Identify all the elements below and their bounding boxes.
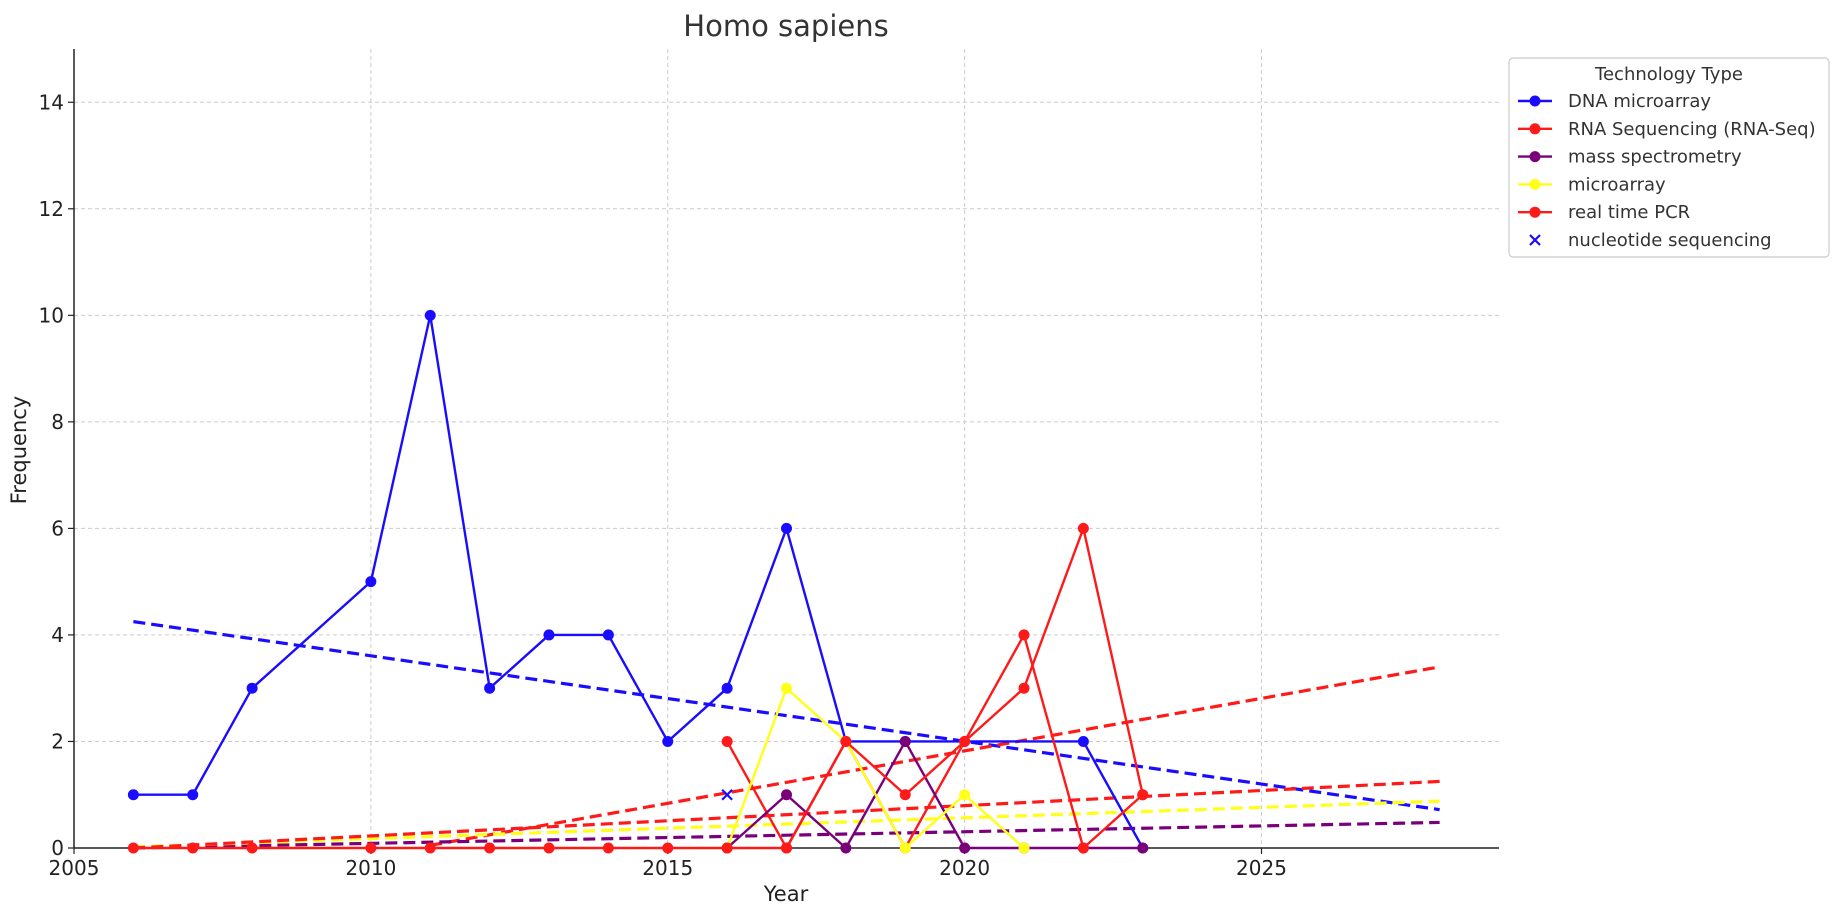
data-point bbox=[959, 735, 971, 747]
legend-marker-swatch bbox=[1529, 123, 1541, 135]
data-point bbox=[899, 735, 911, 747]
legend-label: mass spectrometry bbox=[1568, 147, 1742, 168]
x-tick-label: 2015 bbox=[642, 856, 693, 880]
data-point bbox=[959, 842, 971, 854]
data-point bbox=[187, 789, 199, 801]
legend-item-4: real time PCR bbox=[1518, 202, 1690, 223]
y-tick-label: 10 bbox=[39, 303, 64, 327]
legend-label: DNA microarray bbox=[1568, 91, 1711, 112]
data-point bbox=[543, 842, 555, 854]
legend-marker-swatch bbox=[1529, 95, 1541, 107]
series-line-0 bbox=[133, 314, 1144, 849]
axis-labels: Homo sapiens Year Frequency bbox=[7, 9, 889, 906]
x-marker-stroke bbox=[721, 788, 733, 801]
data-point bbox=[484, 682, 496, 694]
data-point bbox=[662, 842, 674, 854]
data-point bbox=[127, 842, 139, 854]
data-point bbox=[424, 842, 436, 854]
legend-label: nucleotide sequencing bbox=[1568, 230, 1772, 251]
data-point bbox=[1137, 789, 1149, 801]
y-tick-label: 6 bbox=[51, 516, 64, 540]
trend-lines bbox=[133, 620, 1440, 850]
legend: Technology Type DNA microarray RNA Sequen… bbox=[1508, 57, 1830, 258]
data-point bbox=[246, 682, 258, 694]
data-point bbox=[959, 789, 971, 801]
data-point bbox=[1018, 682, 1030, 694]
x-axis-title: Year bbox=[763, 882, 809, 906]
trend-line-0 bbox=[133, 620, 1440, 812]
legend-title: Technology Type bbox=[1594, 64, 1743, 85]
y-tick-label: 0 bbox=[51, 836, 64, 860]
data-point bbox=[721, 842, 733, 854]
series-lines bbox=[127, 309, 1149, 854]
legend-label: microarray bbox=[1568, 174, 1666, 195]
y-axis-title: Frequency bbox=[7, 396, 31, 505]
legend-label: real time PCR bbox=[1568, 202, 1690, 223]
data-point bbox=[1077, 842, 1089, 854]
data-point bbox=[1077, 522, 1089, 534]
x-tick-label: 2010 bbox=[345, 856, 396, 880]
trend-line-4 bbox=[133, 779, 1440, 850]
data-point bbox=[662, 735, 674, 747]
axes: 2005 2010 2015 2020 2025 0 2 4 6 8 10 12 14 bbox=[39, 49, 1499, 880]
data-point bbox=[781, 522, 792, 534]
data-point bbox=[424, 309, 436, 321]
legend-item-2: mass spectrometry bbox=[1518, 147, 1742, 168]
data-point bbox=[365, 576, 377, 588]
data-point bbox=[1018, 842, 1030, 854]
legend-marker-swatch bbox=[1529, 151, 1541, 163]
data-point bbox=[365, 842, 377, 854]
y-tick-label: 8 bbox=[51, 410, 64, 434]
data-point bbox=[1137, 842, 1149, 854]
legend-marker-swatch bbox=[1529, 206, 1541, 218]
trend-line-1 bbox=[429, 665, 1440, 847]
data-point bbox=[246, 842, 258, 854]
data-point bbox=[187, 842, 199, 854]
data-point bbox=[602, 629, 614, 641]
chart-title: Homo sapiens bbox=[683, 9, 888, 43]
data-point bbox=[781, 789, 792, 801]
trend-line-3 bbox=[133, 799, 1440, 849]
data-point bbox=[899, 842, 911, 854]
y-tick-label: 2 bbox=[51, 729, 64, 753]
trend-line-2 bbox=[133, 820, 1440, 850]
data-point bbox=[840, 735, 852, 747]
legend-marker-swatch bbox=[1529, 178, 1541, 190]
grid-lines bbox=[74, 49, 1499, 848]
y-tick-label: 4 bbox=[51, 623, 64, 647]
data-point-x bbox=[721, 788, 733, 801]
x-tick-label: 2020 bbox=[939, 856, 990, 880]
data-point bbox=[127, 789, 139, 801]
data-point bbox=[721, 682, 733, 694]
y-tick-label: 14 bbox=[39, 90, 64, 114]
data-point bbox=[1018, 629, 1030, 641]
series-line-2 bbox=[726, 740, 1143, 850]
legend-box bbox=[1508, 57, 1830, 258]
data-point bbox=[721, 735, 733, 747]
x-tick-label: 2025 bbox=[1236, 856, 1287, 880]
data-point bbox=[840, 842, 852, 854]
legend-item-5: nucleotide sequencing bbox=[1529, 230, 1772, 251]
legend-item-1: RNA Sequencing (RNA-Seq) bbox=[1518, 119, 1816, 140]
data-point bbox=[1077, 735, 1089, 747]
x-tick-label: 2005 bbox=[49, 856, 100, 880]
legend-x-swatch bbox=[1529, 234, 1541, 246]
y-tick-label: 12 bbox=[39, 197, 64, 221]
data-point bbox=[781, 842, 792, 854]
legend-item-0: DNA microarray bbox=[1518, 91, 1711, 112]
legend-label: RNA Sequencing (RNA-Seq) bbox=[1568, 119, 1816, 140]
legend-item-3: microarray bbox=[1518, 174, 1666, 195]
data-point bbox=[781, 682, 792, 694]
data-point bbox=[899, 789, 911, 801]
data-point bbox=[543, 629, 555, 641]
series-line-3 bbox=[726, 687, 1025, 850]
data-point bbox=[484, 842, 496, 854]
data-point bbox=[602, 842, 614, 854]
